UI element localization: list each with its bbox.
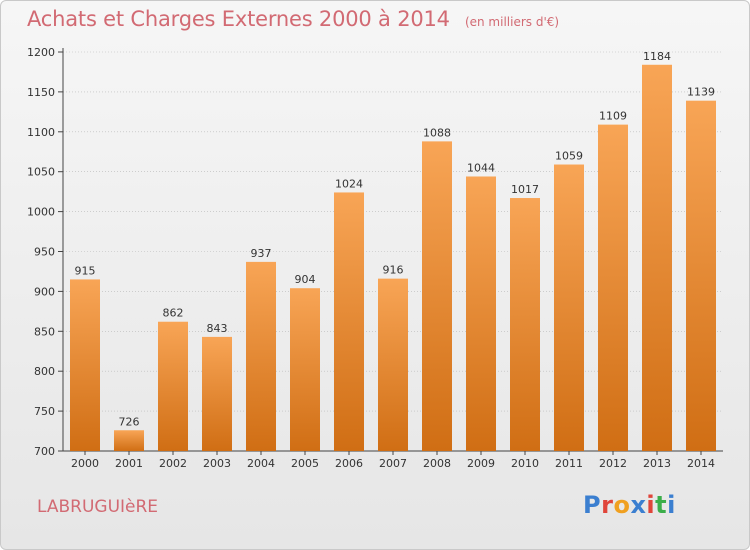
y-tick-label: 1000 <box>27 206 55 219</box>
x-tick-label-2010: 2010 <box>511 457 539 470</box>
x-tick-label-2008: 2008 <box>423 457 451 470</box>
bar-2006 <box>334 192 364 451</box>
bar-2000 <box>70 279 100 451</box>
value-label-2000: 915 <box>75 264 96 277</box>
bar-2008 <box>422 141 452 451</box>
value-label-2008: 1088 <box>423 126 451 139</box>
logo-letter: o <box>613 491 631 519</box>
value-label-2003: 843 <box>207 322 228 335</box>
x-tick-label-2014: 2014 <box>687 457 715 470</box>
x-tick-label-2013: 2013 <box>643 457 671 470</box>
bar-2005 <box>290 288 320 451</box>
x-tick-label-2007: 2007 <box>379 457 407 470</box>
x-tick-label-2004: 2004 <box>247 457 275 470</box>
chart-title: Achats et Charges Externes 2000 à 2014 <box>27 7 450 31</box>
bar-2007 <box>378 278 408 451</box>
chart-subtitle: (en milliers d'€) <box>464 15 560 29</box>
logo-letter: r <box>601 491 614 519</box>
y-tick-label: 850 <box>34 325 55 338</box>
y-tick-label: 1050 <box>27 166 55 179</box>
bar-2009 <box>466 176 496 451</box>
town-name: LABRUGUIèRE <box>37 497 159 517</box>
y-tick-label: 700 <box>34 445 55 458</box>
value-label-2011: 1059 <box>555 150 583 163</box>
bar-2012 <box>598 124 628 452</box>
title-block: Achats et Charges Externes 2000 à 2014 (… <box>27 7 559 31</box>
value-label-2006: 1024 <box>335 177 363 190</box>
value-label-2012: 1109 <box>599 110 627 123</box>
proxiti-logo[interactable]: Proxiti <box>583 491 676 519</box>
logo-letter: x <box>630 491 647 519</box>
x-tick-label-2000: 2000 <box>71 457 99 470</box>
bar-2010 <box>510 198 540 451</box>
logo-letter: i <box>667 491 676 519</box>
value-label-2005: 904 <box>295 273 316 286</box>
bar-2003 <box>202 336 232 451</box>
value-label-2007: 916 <box>383 264 404 277</box>
value-label-2013: 1184 <box>643 50 671 63</box>
bar-2002 <box>158 321 188 451</box>
value-label-2001: 726 <box>119 415 140 428</box>
x-tick-label-2001: 2001 <box>115 457 143 470</box>
y-tick-label: 750 <box>34 405 55 418</box>
labels: 700 750 800 850 900 950 1000 1050 1100 1150 1200 91… <box>27 46 715 470</box>
y-tick-label: 950 <box>34 246 55 259</box>
y-tick-label: 900 <box>34 285 55 298</box>
y-tick-label: 1150 <box>27 86 55 99</box>
x-tick-label-2005: 2005 <box>291 457 319 470</box>
bar-2004 <box>246 261 276 451</box>
y-tick-label: 800 <box>34 365 55 378</box>
bar-2011 <box>554 164 584 451</box>
x-tick-label-2006: 2006 <box>335 457 363 470</box>
logo-letter: i <box>646 491 656 519</box>
bar-2013 <box>642 64 672 451</box>
x-tick-label-2012: 2012 <box>599 457 627 470</box>
bars <box>70 64 716 452</box>
value-label-2014: 1139 <box>687 86 715 99</box>
value-label-2002: 862 <box>163 307 184 320</box>
value-label-2010: 1017 <box>511 183 539 196</box>
y-tick-label: 1200 <box>27 46 55 59</box>
bar-2014 <box>686 100 716 451</box>
x-tick-label-2003: 2003 <box>203 457 231 470</box>
logo-letter: P <box>583 491 602 519</box>
value-label-2004: 937 <box>251 247 272 260</box>
value-label-2009: 1044 <box>467 161 495 174</box>
x-tick-label-2002: 2002 <box>159 457 187 470</box>
x-tick-label-2009: 2009 <box>467 457 495 470</box>
y-tick-label: 1100 <box>27 126 55 139</box>
x-tick-label-2011: 2011 <box>555 457 583 470</box>
bar-2001 <box>114 430 144 451</box>
logo-letter: t <box>655 491 668 519</box>
